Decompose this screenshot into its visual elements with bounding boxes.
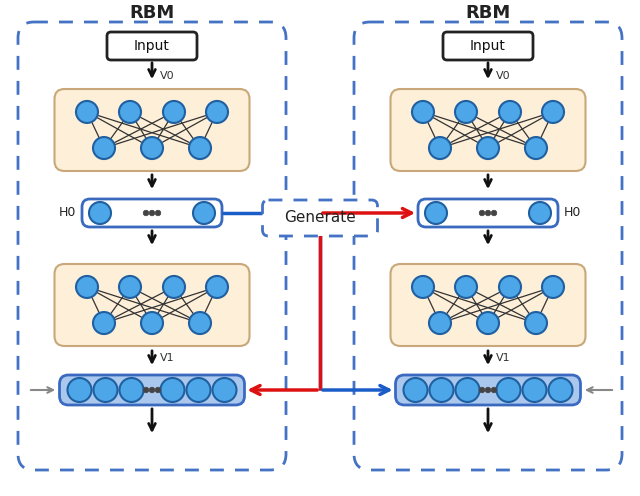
Text: V1: V1 [160, 353, 175, 363]
Text: H0: H0 [59, 206, 76, 220]
Circle shape [522, 378, 547, 402]
Circle shape [403, 378, 428, 402]
Circle shape [477, 312, 499, 334]
Circle shape [206, 101, 228, 123]
Text: V1: V1 [496, 353, 511, 363]
FancyBboxPatch shape [82, 199, 222, 227]
Circle shape [206, 276, 228, 298]
Circle shape [525, 312, 547, 334]
Circle shape [76, 276, 98, 298]
Circle shape [499, 276, 521, 298]
Circle shape [548, 378, 573, 402]
Text: RBM: RBM [129, 4, 175, 22]
FancyBboxPatch shape [54, 89, 250, 171]
Circle shape [141, 312, 163, 334]
Circle shape [485, 210, 491, 216]
Circle shape [485, 387, 491, 393]
Circle shape [542, 276, 564, 298]
FancyBboxPatch shape [390, 264, 586, 346]
Circle shape [479, 387, 485, 393]
Circle shape [119, 101, 141, 123]
Text: V0: V0 [496, 71, 511, 81]
Circle shape [429, 137, 451, 159]
Circle shape [120, 378, 143, 402]
Circle shape [412, 101, 434, 123]
Circle shape [455, 101, 477, 123]
Circle shape [412, 276, 434, 298]
Text: V0: V0 [160, 71, 175, 81]
FancyBboxPatch shape [60, 375, 244, 405]
Circle shape [189, 312, 211, 334]
Circle shape [67, 378, 92, 402]
Circle shape [456, 378, 479, 402]
Text: H0: H0 [564, 206, 581, 220]
FancyBboxPatch shape [418, 199, 558, 227]
Circle shape [212, 378, 237, 402]
Circle shape [76, 101, 98, 123]
Circle shape [492, 210, 497, 216]
Circle shape [529, 202, 551, 224]
Circle shape [525, 137, 547, 159]
Circle shape [155, 387, 161, 393]
Circle shape [425, 202, 447, 224]
Text: Input: Input [470, 39, 506, 53]
Circle shape [93, 312, 115, 334]
FancyBboxPatch shape [54, 264, 250, 346]
Circle shape [89, 202, 111, 224]
Circle shape [193, 202, 215, 224]
Text: RBM: RBM [465, 4, 511, 22]
Circle shape [163, 101, 185, 123]
Text: Input: Input [134, 39, 170, 53]
Circle shape [499, 101, 521, 123]
Circle shape [163, 276, 185, 298]
Circle shape [477, 137, 499, 159]
Circle shape [429, 378, 454, 402]
Circle shape [429, 312, 451, 334]
Circle shape [149, 387, 155, 393]
FancyBboxPatch shape [396, 375, 580, 405]
Circle shape [189, 137, 211, 159]
Text: Generate: Generate [284, 210, 356, 226]
Circle shape [542, 101, 564, 123]
Circle shape [455, 276, 477, 298]
Circle shape [492, 387, 497, 393]
Circle shape [93, 378, 118, 402]
Circle shape [497, 378, 520, 402]
FancyBboxPatch shape [107, 32, 197, 60]
FancyBboxPatch shape [262, 200, 378, 236]
Circle shape [93, 137, 115, 159]
Circle shape [155, 210, 161, 216]
Circle shape [143, 387, 149, 393]
Circle shape [141, 137, 163, 159]
Circle shape [119, 276, 141, 298]
Circle shape [186, 378, 211, 402]
Circle shape [479, 210, 485, 216]
Circle shape [149, 210, 155, 216]
FancyBboxPatch shape [443, 32, 533, 60]
Circle shape [143, 210, 149, 216]
FancyBboxPatch shape [390, 89, 586, 171]
Circle shape [161, 378, 184, 402]
